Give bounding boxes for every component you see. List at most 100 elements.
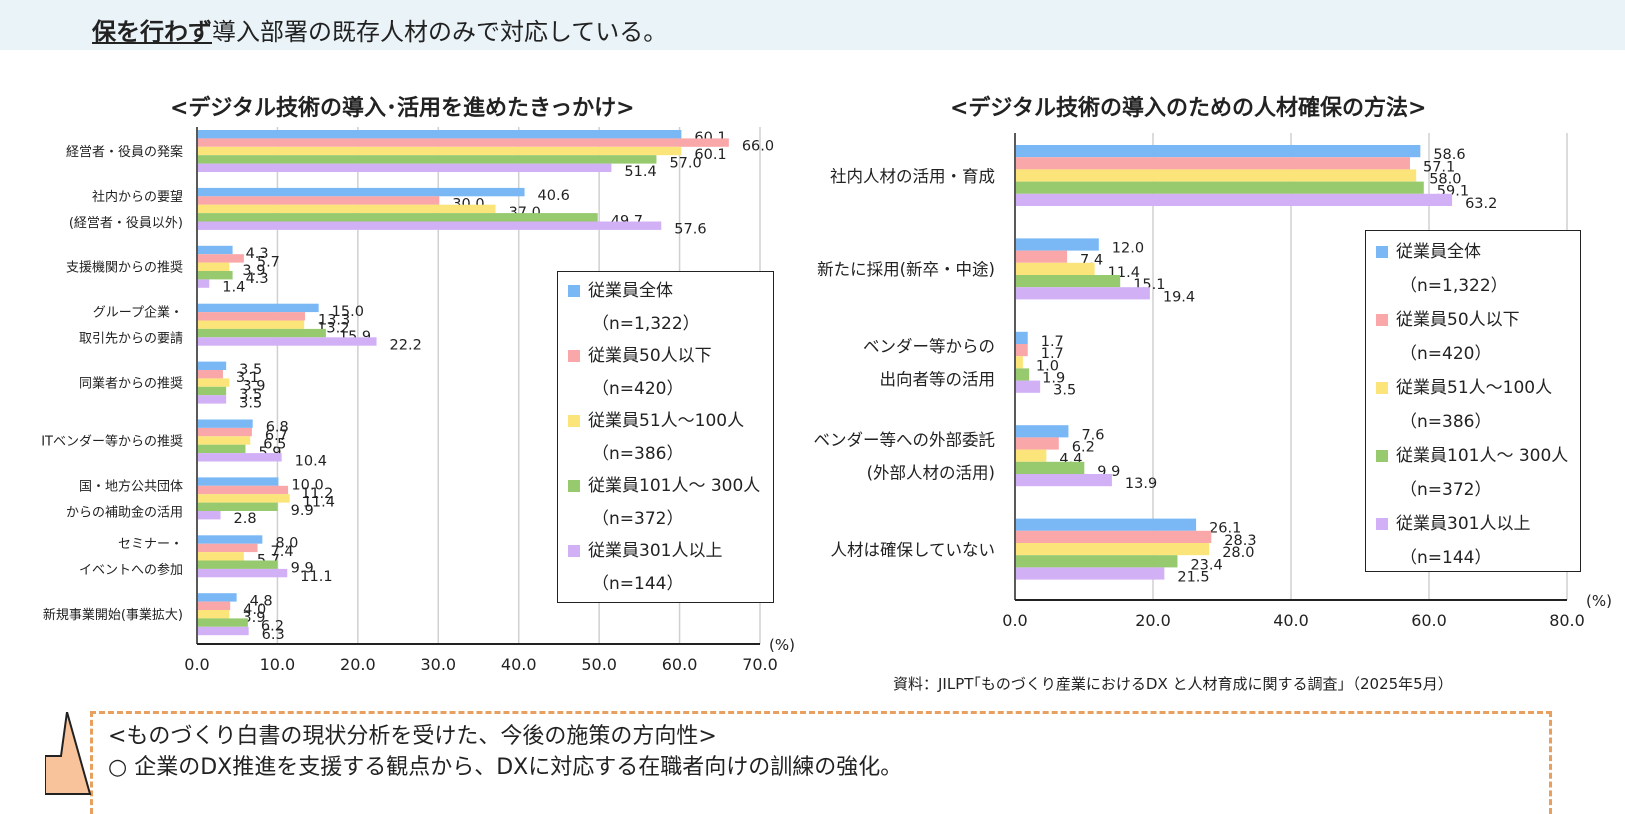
bar-left-0-1 [198,138,729,147]
legend-series-name: 従業員301人以上 [1396,514,1531,534]
data-label-left-2-0: 4.3 [246,246,269,262]
data-label-left-1-4: 57.6 [674,222,706,238]
bar-left-4-4 [198,395,227,404]
legend-series-name: 従業員全体 [588,281,673,301]
unit-label-right: (%) [1586,592,1612,610]
legend-series-name: 従業員51人～100人 [588,411,745,431]
bar-left-8-3 [198,618,248,627]
bar-right-0-0 [1016,145,1421,158]
category-label-left-6: からの補助金の活用 [66,504,183,520]
tick-label-right-3: 60.0 [1411,611,1447,630]
bar-left-1-0 [198,187,525,197]
data-label-right-2-0: 1.7 [1041,334,1064,350]
bar-right-1-3 [1016,275,1121,288]
data-label-left-4-1: 3.1 [236,370,259,386]
bar-right-2-3 [1016,368,1030,381]
bar-right-1-1 [1016,250,1068,263]
legend-item: 従業員301人以上 [1376,509,1530,534]
legend-series-name: 従業員301人以上 [588,541,723,561]
data-label-left-3-1: 13.3 [318,312,350,328]
legend-item: 従業員50人以下 [568,341,712,366]
data-label-left-4-0: 3.5 [239,362,262,378]
tick-label-left-1: 10.0 [260,655,296,674]
chart-left-plot: 0.0 10.0 20.0 30.0 40.0 50.0 60.0 70.0(%) 経営者・役員… [41,127,795,674]
bar-left-5-4 [198,453,282,462]
bar-left-6-0 [198,477,279,486]
category-label-left-5: ITベンダー等からの推奨 [41,433,183,449]
tick-label-right-4: 80.0 [1549,611,1585,630]
bar-left-6-4 [198,511,221,520]
bar-right-2-1 [1016,344,1028,357]
policy-heading: <ものづくり白書の現状分析を受けた、今後の施策の方向性> [108,724,717,749]
bar-left-8-4 [198,626,249,636]
bar-right-3-0 [1016,425,1069,438]
bar-left-0-2 [198,146,682,156]
data-label-right-0-4: 63.2 [1465,196,1497,212]
category-label-left-0: 経営者・役員の発案 [66,145,183,160]
data-label-left-8-1: 4.0 [243,602,266,618]
data-label-right-0-0: 58.6 [1433,147,1465,163]
category-label-right-0: 社内人材の活用・育成 [830,167,995,186]
bar-left-0-4 [198,163,612,172]
chart-right-plot: 0.0 20.0 40.0 60.0 80.0(%) 社内人材の活用・育成 58.657.1… [814,133,1612,630]
tick-label-left-0: 0.0 [184,655,209,674]
data-label-right-3-0: 7.6 [1081,427,1104,443]
data-label-right-2-1: 1.7 [1041,346,1064,362]
data-label-left-7-3: 9.9 [291,561,314,577]
data-label-left-1-0: 40.6 [538,188,570,204]
data-label-left-3-4: 22.2 [390,337,422,353]
data-label-right-3-1: 6.2 [1072,439,1095,455]
data-label-left-0-4: 51.4 [624,164,656,180]
data-label-left-7-1: 7.4 [271,544,294,560]
bar-left-1-4 [198,221,662,230]
bar-left-4-3 [198,386,227,396]
data-label-left-0-2: 60.1 [694,147,726,163]
tick-label-left-7: 70.0 [742,655,778,674]
category-label-left-3: 取引先からの要請 [79,332,183,347]
tick-label-left-6: 60.0 [662,655,698,674]
data-label-left-4-3: 3.5 [239,387,262,403]
bar-left-8-0 [198,593,237,602]
bar-right-1-2 [1016,262,1095,275]
bar-right-3-4 [1016,474,1112,487]
bar-left-2-3 [198,271,233,280]
category-label-left-1: (経営者・役員以外) [69,216,183,231]
legend-item: 従業員50人以下 [1376,305,1520,330]
legend-swatch [568,480,580,492]
bar-right-4-1 [1016,530,1212,543]
data-label-right-2-2: 1.0 [1036,358,1059,374]
bar-right-3-2 [1016,449,1047,462]
intro-rest: 導入部署の既存人材のみで対応している。 [212,18,668,46]
legend-swatch [568,285,580,297]
chart-left-legend: 従業員全体 （n=1,322） 従業員50人以下 （n=420） 従業員51人～100人… [557,271,774,603]
bar-left-4-0 [198,361,227,370]
data-label-right-4-1: 28.3 [1224,533,1256,549]
chart-right-legend: 従業員全体 （n=1,322） 従業員50人以下 （n=420） 従業員51人～100人… [1365,230,1581,572]
bar-right-2-0 [1016,331,1028,344]
bar-right-0-2 [1016,169,1417,182]
legend-series-name: 従業員全体 [1396,242,1481,262]
bar-right-0-1 [1016,157,1410,170]
bar-left-6-1 [198,485,289,495]
legend-swatch [1376,518,1388,530]
policy-item: ○ 企業のDX推進を支援する観点から、DXに対応する在職者向けの訓練の強化。 [108,755,903,780]
data-label-right-2-3: 1.9 [1042,370,1065,386]
legend-sample-size: （n=372） [592,508,684,529]
bar-left-2-2 [198,262,230,271]
bar-right-3-3 [1016,461,1085,474]
data-label-left-8-4: 6.3 [262,627,285,643]
legend-swatch [568,350,580,362]
bar-left-7-4 [198,568,288,578]
bar-left-5-3 [198,444,246,454]
bar-left-6-3 [198,502,278,511]
data-label-left-6-1: 11.2 [301,486,333,502]
bar-left-6-2 [198,494,290,503]
legend-sample-size: （n=1,322） [1400,276,1508,296]
legend-sample-size: （n=144） [1400,548,1492,568]
category-label-left-8: 新規事業開始(事業拡大) [43,607,183,623]
bar-left-7-3 [198,560,278,569]
tick-label-right-2: 40.0 [1273,611,1309,630]
data-label-right-1-0: 12.0 [1112,240,1144,256]
legend-swatch [1376,450,1388,462]
tick-label-right-0: 0.0 [1002,611,1027,630]
